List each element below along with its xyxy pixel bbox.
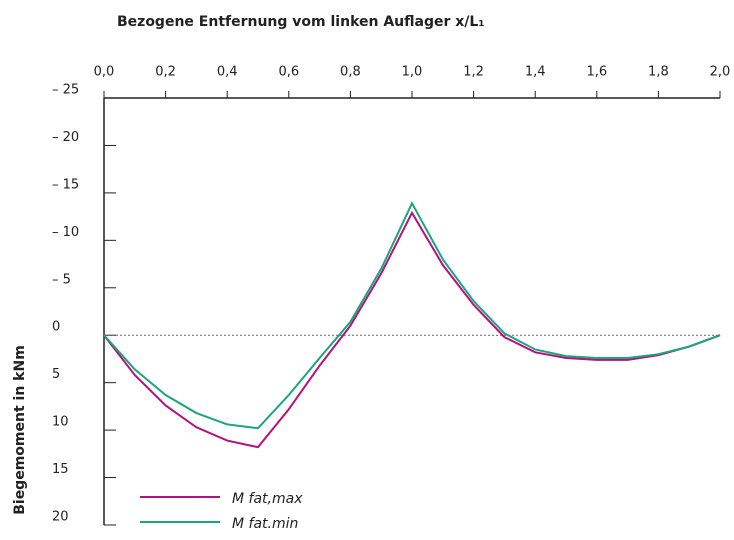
x-tick-label: 1,6 bbox=[586, 65, 607, 80]
x-tick-label: 1,2 bbox=[463, 65, 484, 80]
y-tick-label: 10 bbox=[52, 415, 69, 430]
series-line bbox=[103, 201, 721, 430]
y-tick-label: – 20 bbox=[52, 130, 79, 145]
y-tick-label: 20 bbox=[52, 510, 69, 525]
x-tick-label: 0,4 bbox=[217, 65, 238, 80]
x-tick-label: 1,0 bbox=[402, 65, 423, 80]
y-tick-label: – 15 bbox=[52, 177, 79, 192]
y-tick-label: – 5 bbox=[52, 272, 71, 287]
x-tick-label: 1,8 bbox=[648, 65, 669, 80]
legend-label: M fat.min bbox=[232, 516, 298, 532]
y-tick-label: – 25 bbox=[52, 83, 79, 98]
x-tick-label: 2,0 bbox=[710, 65, 731, 80]
x-tick-label: 0,6 bbox=[278, 65, 299, 80]
x-axis-label: Bezogene Entfernung vom linken Auflager … bbox=[117, 14, 484, 30]
x-tick-label: 0,2 bbox=[155, 65, 176, 80]
y-axis-label: Biegemoment in kNm bbox=[12, 345, 28, 515]
y-tick-label: 15 bbox=[52, 462, 69, 477]
y-tick-label: 5 bbox=[52, 367, 60, 382]
x-tick-label: 0,8 bbox=[340, 65, 361, 80]
series-line bbox=[103, 210, 721, 449]
legend-label: M fat,max bbox=[232, 491, 303, 507]
y-tick-label: – 10 bbox=[52, 225, 79, 240]
y-tick-label: 0 bbox=[52, 320, 60, 335]
x-tick-label: 1,4 bbox=[525, 65, 546, 80]
x-tick-label: 0,0 bbox=[94, 65, 115, 80]
